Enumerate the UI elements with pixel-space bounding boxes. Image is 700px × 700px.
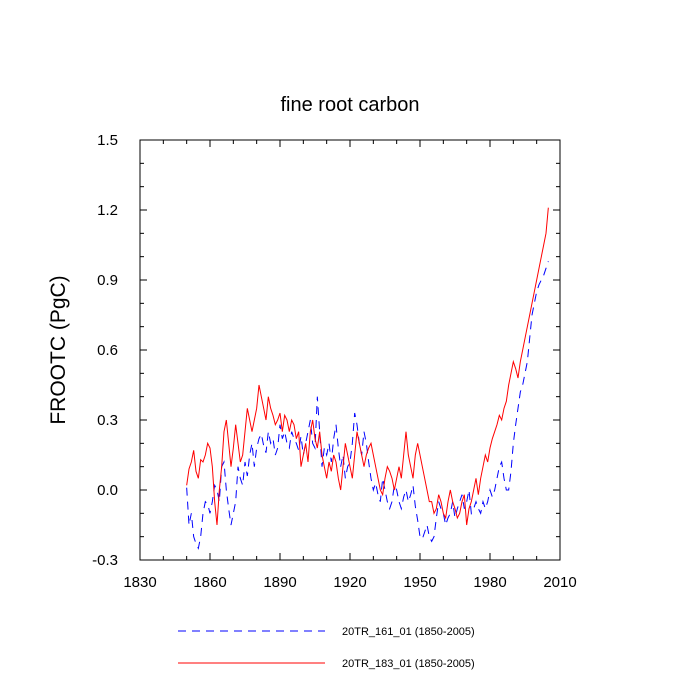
x-tick-label: 1980 bbox=[473, 574, 506, 591]
legend: 20TR_161_01 (1850-2005) 20TR_183_01 (1850… bbox=[178, 626, 475, 670]
y-tick-label: 1.2 bbox=[97, 202, 118, 219]
x-tick-label: 2010 bbox=[543, 574, 576, 591]
x-tick-label: 1920 bbox=[333, 574, 366, 591]
x-tick-label: 1830 bbox=[123, 574, 156, 591]
x-tick-label: 1890 bbox=[263, 574, 296, 591]
y-tick-label: 0.3 bbox=[97, 412, 118, 429]
series-line-1 bbox=[186, 261, 549, 550]
series-line-2 bbox=[186, 207, 549, 526]
chart-title: fine root carbon bbox=[281, 94, 420, 116]
y-tick-label: 0.9 bbox=[97, 272, 118, 289]
y-tick-label: 1.5 bbox=[97, 132, 118, 149]
legend-label-2: 20TR_183_01 (1850-2005) bbox=[342, 658, 475, 670]
plot-frame bbox=[139, 139, 561, 561]
legend-label-1: 20TR_161_01 (1850-2005) bbox=[342, 626, 475, 638]
y-axis-label: FROOTC (PgC) bbox=[47, 275, 70, 424]
series-layer bbox=[186, 207, 549, 550]
axis-ticks: 1830 1860 1890 1920 1950 1980 2010 -0.3 0.0 0.3 0.… bbox=[92, 132, 577, 591]
y-tick-label: 0.0 bbox=[97, 482, 118, 499]
x-tick-label: 1950 bbox=[403, 574, 436, 591]
x-tick-label: 1860 bbox=[193, 574, 226, 591]
y-tick-label: 0.6 bbox=[97, 342, 118, 359]
y-tick-label: -0.3 bbox=[92, 552, 118, 569]
